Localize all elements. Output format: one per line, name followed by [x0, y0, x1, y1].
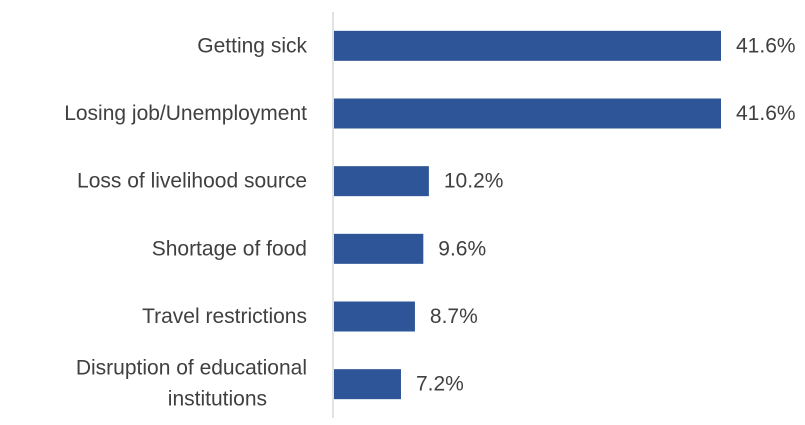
- bar-4: [334, 301, 415, 332]
- bar-0: [334, 30, 721, 61]
- bars-group: [334, 30, 721, 400]
- category-label-2: Loss of livelihood source: [77, 170, 307, 193]
- value-label-0: 41.6%: [736, 34, 796, 57]
- bar-1: [334, 98, 721, 129]
- bar-5: [334, 369, 401, 400]
- category-label-4: Travel restrictions: [142, 305, 307, 328]
- category-label-5: Disruption of educational institutions: [76, 357, 307, 411]
- value-label-1: 41.6%: [736, 102, 796, 125]
- category-label-0: Getting sick: [197, 34, 307, 57]
- category-label-3: Shortage of food: [152, 237, 307, 260]
- bar-3: [334, 233, 424, 264]
- value-label-3: 9.6%: [438, 237, 486, 260]
- bar-2: [334, 166, 429, 197]
- value-label-5: 7.2%: [416, 373, 464, 396]
- value-label-4: 8.7%: [430, 305, 478, 328]
- value-labels-group: 41.6% 41.6% 10.2% 9.6% 8.7% 7.2%: [416, 34, 796, 395]
- category-labels-group: Getting sick Losing job/Unemployment Loss …: [64, 34, 307, 410]
- category-label-1: Losing job/Unemployment: [64, 102, 307, 125]
- value-label-2: 10.2%: [444, 170, 504, 193]
